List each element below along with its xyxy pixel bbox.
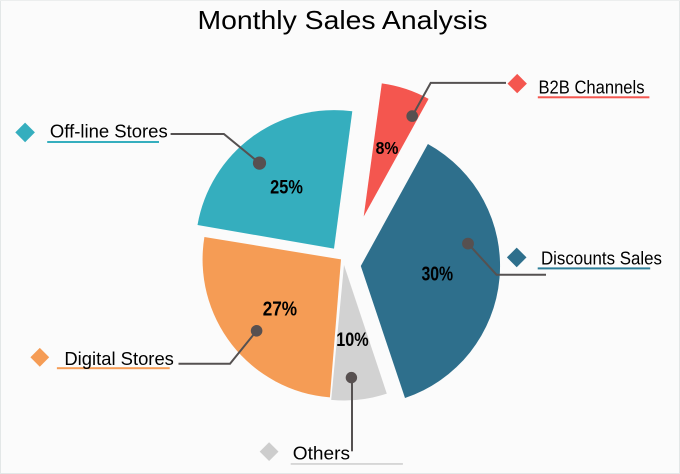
svg-text:Off-line Stores: Off-line Stores — [50, 122, 168, 142]
svg-text:Others: Others — [293, 444, 350, 464]
svg-text:8%: 8% — [376, 138, 399, 158]
svg-text:B2B Channels: B2B Channels — [539, 78, 645, 98]
svg-text:Monthly Sales Analysis: Monthly Sales Analysis — [198, 5, 488, 35]
svg-text:Discounts Sales: Discounts Sales — [541, 248, 662, 268]
svg-text:Digital Stores: Digital Stores — [64, 349, 173, 369]
svg-text:25%: 25% — [270, 177, 303, 199]
svg-text:10%: 10% — [336, 329, 368, 351]
svg-text:30%: 30% — [421, 264, 453, 286]
svg-text:27%: 27% — [263, 298, 297, 321]
